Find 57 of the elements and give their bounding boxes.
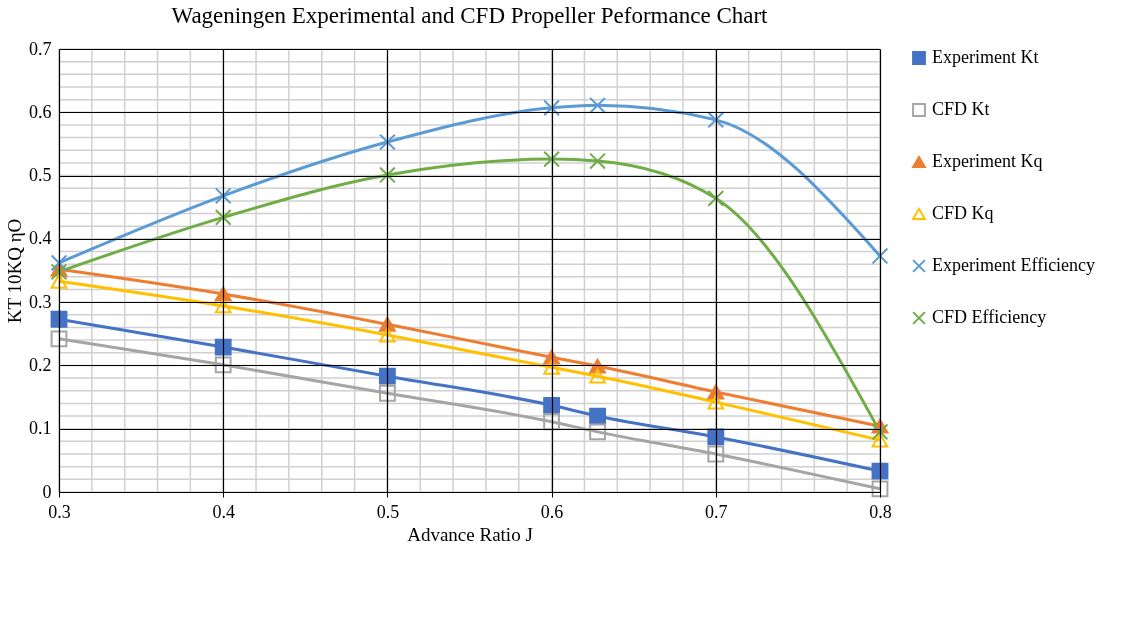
point [543, 413, 561, 431]
point [871, 247, 889, 265]
point [378, 327, 396, 343]
x-tick-label: 0.7 [705, 501, 728, 522]
point [589, 407, 606, 425]
y-tick-label: 0 [42, 481, 52, 502]
x-tick-label: 0.4 [212, 501, 235, 522]
point [214, 356, 232, 374]
point [589, 368, 606, 384]
x-tick-label: 0.5 [376, 501, 400, 522]
y-tick-label: 0.3 [29, 291, 52, 312]
y-tick-label: 0.5 [29, 165, 52, 186]
legend-label: CFD Efficiency [932, 307, 1047, 327]
legend-label: CFD Kq [932, 203, 994, 223]
point [214, 208, 232, 226]
x-axis-title: Advance Ratio J [407, 523, 533, 545]
point [707, 111, 725, 129]
point [378, 384, 396, 402]
point [589, 152, 606, 170]
point [50, 330, 68, 348]
y-tick-label: 0.7 [29, 38, 52, 59]
x-tick-label: 0.3 [48, 501, 71, 522]
point [378, 367, 396, 385]
point [214, 298, 232, 314]
point [707, 445, 725, 463]
point [543, 396, 561, 414]
point [543, 150, 561, 168]
chart-title: Wageningen Experimental and CFD Propeller Peformance Chart [171, 3, 769, 28]
point [543, 99, 561, 117]
point [589, 423, 606, 441]
y-tick-label: 0.6 [29, 101, 52, 122]
y-tick-label: 0.4 [29, 228, 52, 249]
x-tick-label: 0.8 [869, 501, 892, 522]
y-axis-title: KT 10KQ ηO [4, 218, 25, 324]
point [589, 96, 606, 114]
point [707, 394, 725, 410]
point [871, 423, 889, 441]
point [214, 187, 232, 205]
point [871, 432, 889, 448]
legend-label: Experiment Efficiency [932, 255, 1096, 275]
point [378, 133, 396, 151]
legend-label: CFD Kt [932, 99, 990, 119]
x-tick-label: 0.6 [540, 501, 564, 522]
y-tick-label: 0.2 [29, 354, 52, 375]
point [543, 359, 561, 375]
point [50, 273, 68, 289]
y-tick-label: 0.1 [29, 418, 52, 439]
point [378, 166, 396, 184]
legend-label: Experiment Kt [932, 47, 1039, 67]
point [214, 338, 232, 356]
point [50, 254, 68, 272]
legend-label: Experiment Kq [932, 151, 1043, 171]
point [50, 263, 68, 281]
point [707, 189, 725, 207]
point [871, 462, 889, 480]
point [50, 310, 68, 328]
point [871, 480, 889, 498]
